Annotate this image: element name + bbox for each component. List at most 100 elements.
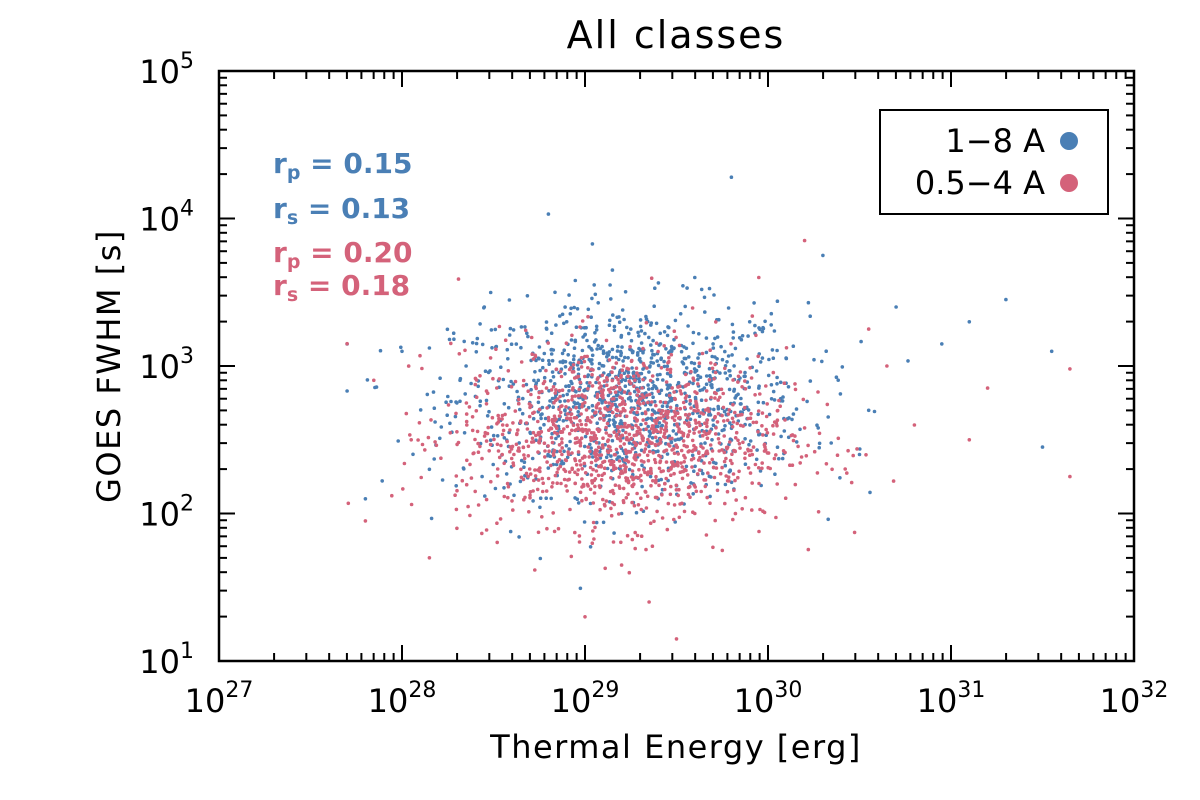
data-point	[733, 436, 738, 440]
data-point	[473, 489, 478, 494]
data-point	[676, 452, 680, 456]
data-point	[676, 380, 681, 385]
data-point	[761, 326, 766, 331]
data-point	[554, 388, 558, 392]
data-point	[411, 452, 415, 457]
data-point	[802, 426, 807, 430]
data-point	[659, 366, 664, 370]
data-point	[521, 383, 526, 388]
data-point	[662, 364, 667, 369]
data-point	[627, 467, 632, 472]
data-point	[722, 419, 726, 423]
data-point	[685, 286, 689, 290]
data-point	[718, 371, 722, 375]
data-point	[470, 341, 475, 345]
data-point	[754, 333, 758, 338]
data-point	[771, 423, 775, 428]
data-point	[705, 436, 710, 441]
data-point	[727, 479, 731, 483]
data-point	[791, 412, 796, 416]
data-point	[775, 482, 779, 486]
data-point	[552, 400, 556, 405]
data-point	[619, 410, 623, 414]
data-point	[906, 359, 910, 363]
data-point	[808, 314, 812, 319]
data-point	[703, 441, 707, 445]
data-point	[648, 365, 652, 369]
data-point	[399, 345, 403, 350]
data-point	[597, 361, 602, 366]
data-point	[478, 374, 482, 378]
data-point	[578, 443, 583, 448]
data-point	[633, 457, 637, 461]
data-point	[743, 462, 748, 467]
data-point	[676, 385, 680, 389]
data-point	[700, 351, 705, 356]
data-point	[453, 414, 458, 419]
data-point	[640, 411, 645, 416]
data-point	[608, 318, 612, 323]
data-point	[666, 501, 671, 506]
data-point	[495, 386, 499, 390]
data-point	[488, 438, 493, 443]
data-point	[812, 357, 816, 362]
data-point	[637, 334, 641, 338]
data-point	[606, 393, 611, 398]
data-point	[604, 499, 609, 503]
data-point	[646, 383, 650, 387]
data-point	[720, 448, 724, 452]
data-point	[538, 505, 542, 510]
data-point	[664, 425, 668, 430]
data-point	[564, 484, 568, 488]
data-point	[771, 432, 776, 436]
data-point	[574, 463, 579, 467]
data-point	[639, 459, 644, 463]
chart-title: All classes	[567, 13, 786, 57]
data-point	[624, 496, 629, 500]
data-point	[730, 416, 735, 421]
data-point	[967, 320, 972, 324]
data-point	[707, 366, 712, 371]
data-point	[589, 446, 593, 450]
data-point	[567, 367, 572, 372]
data-point	[699, 489, 703, 494]
data-point	[621, 399, 626, 404]
data-point	[547, 362, 551, 367]
data-point	[635, 533, 640, 538]
data-point	[707, 378, 712, 382]
data-point	[746, 466, 751, 470]
data-point	[590, 373, 594, 377]
data-point	[643, 489, 647, 494]
data-point	[475, 336, 480, 341]
data-point	[508, 529, 513, 534]
data-point	[378, 348, 383, 353]
data-point	[607, 418, 612, 422]
data-point	[678, 406, 683, 411]
data-point	[764, 427, 768, 432]
data-point	[548, 399, 552, 403]
data-point	[486, 425, 491, 430]
data-point	[587, 357, 591, 362]
data-point	[620, 433, 625, 438]
data-point	[649, 276, 654, 281]
data-point	[536, 419, 540, 424]
data-point	[612, 324, 617, 329]
x-tick-labels: 1027 1028 1029 1030 1031 1032	[185, 678, 1169, 720]
data-point	[725, 489, 730, 494]
data-point	[478, 441, 483, 446]
data-point	[433, 420, 437, 424]
data-point	[527, 510, 531, 514]
data-point	[720, 465, 724, 470]
data-point	[588, 381, 592, 385]
data-point	[593, 525, 597, 530]
data-point	[640, 463, 644, 468]
data-point	[658, 430, 663, 434]
data-point	[561, 419, 566, 423]
data-point	[628, 391, 632, 396]
data-point	[518, 407, 522, 412]
data-point	[519, 467, 523, 472]
data-point	[726, 306, 731, 310]
data-point	[591, 529, 595, 533]
data-point	[558, 464, 563, 469]
data-point	[462, 431, 467, 435]
